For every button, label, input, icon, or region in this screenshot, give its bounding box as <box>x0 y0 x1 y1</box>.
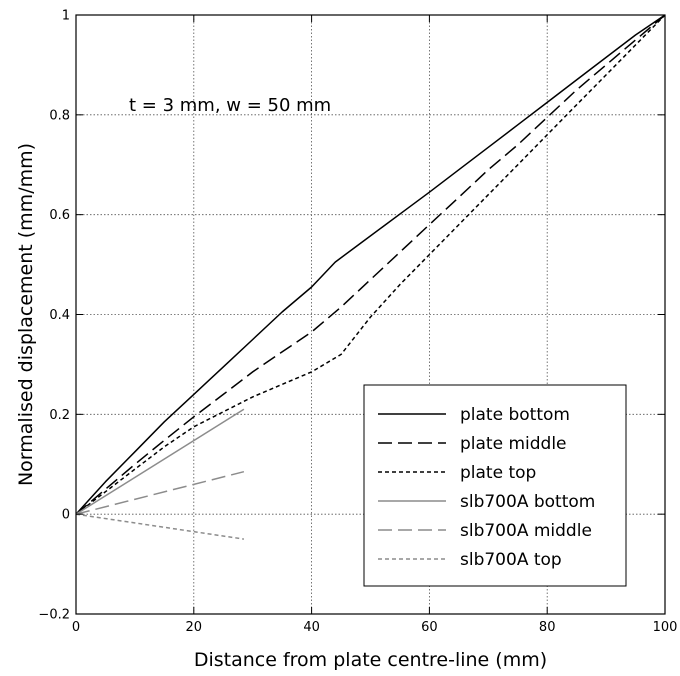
y-tick-label: 0.6 <box>49 208 70 223</box>
y-tick-label: 0.8 <box>49 108 70 123</box>
legend-label: slb700A top <box>460 550 562 570</box>
y-tick-label: 1 <box>62 9 70 24</box>
y-tick-label: 0 <box>62 508 70 523</box>
x-tick-label: 60 <box>421 620 438 635</box>
series-lines <box>75 14 666 540</box>
x-tick-label: 20 <box>186 620 203 635</box>
y-tick-label: −0.2 <box>38 608 70 623</box>
y-axis-title: Normalised displacement (mm/mm) <box>15 143 37 486</box>
series-line-slb700a-middle <box>75 470 245 515</box>
y-tick-label: 0.2 <box>49 408 70 423</box>
legend: plate bottom plate middle plate top slb700A… <box>363 384 627 587</box>
series-line-plate-bottom <box>75 14 666 515</box>
legend-label: plate bottom <box>460 405 570 425</box>
x-tick-label: 0 <box>72 620 80 635</box>
legend-box <box>363 384 627 587</box>
x-tick-label: 40 <box>303 620 320 635</box>
x-axis-title: Distance from plate centre-line (mm) <box>194 649 547 671</box>
legend-label: slb700A middle <box>460 521 592 541</box>
legend-label: slb700A bottom <box>460 492 595 512</box>
series-line-plate-middle <box>75 14 666 515</box>
series-line-plate-top <box>75 14 666 515</box>
series-line-slb700a-top <box>75 513 245 540</box>
x-tick-label: 100 <box>653 620 678 635</box>
legend-label: plate middle <box>460 434 567 454</box>
legend-items: plate bottom plate middle plate top slb700A… <box>378 405 595 570</box>
series-line-slb700a-bottom <box>75 408 245 515</box>
annotation: t = 3 mm, w = 50 mm <box>129 95 331 116</box>
axis-ticks <box>75 14 666 615</box>
legend-label: plate top <box>460 463 536 483</box>
x-tick-label: 80 <box>539 620 556 635</box>
tick-labels: 0 20 40 60 80 100−0.200.20.40.60.81 <box>38 9 677 636</box>
y-tick-label: 0.4 <box>49 308 70 323</box>
